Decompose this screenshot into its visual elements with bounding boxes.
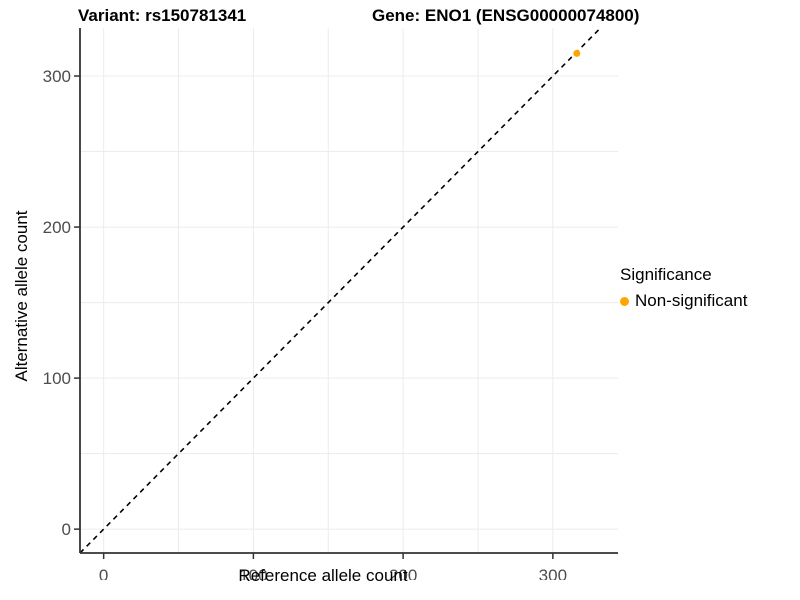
y-axis-title: Alternative allele count bbox=[12, 210, 31, 382]
y-tick-label: 100 bbox=[43, 369, 71, 388]
y-tick-label: 0 bbox=[62, 520, 71, 539]
gene-title: Gene: ENO1 (ENSG00000074800) bbox=[372, 6, 640, 25]
variant-title: Variant: rs150781341 bbox=[78, 6, 247, 25]
x-axis-title: Reference allele count bbox=[238, 566, 408, 585]
legend-title: Significance bbox=[620, 265, 712, 284]
y-tick-label: 200 bbox=[43, 218, 71, 237]
legend-point-icon bbox=[620, 296, 629, 306]
data-point bbox=[573, 49, 581, 57]
legend-item: Non-significant bbox=[620, 291, 747, 311]
legend: Significance Non-significant bbox=[620, 265, 747, 311]
plot-svg: 0 100 200 300 0 100 200 300 bbox=[43, 27, 618, 580]
x-tick-label: 100 bbox=[239, 566, 267, 580]
x-tick-label: 200 bbox=[389, 566, 417, 580]
x-tick-label: 0 bbox=[99, 566, 108, 580]
legend-item-label: Non-significant bbox=[635, 291, 748, 310]
x-tick-label: 300 bbox=[539, 566, 567, 580]
identity-line bbox=[79, 27, 602, 554]
y-tick-label: 300 bbox=[43, 67, 71, 86]
